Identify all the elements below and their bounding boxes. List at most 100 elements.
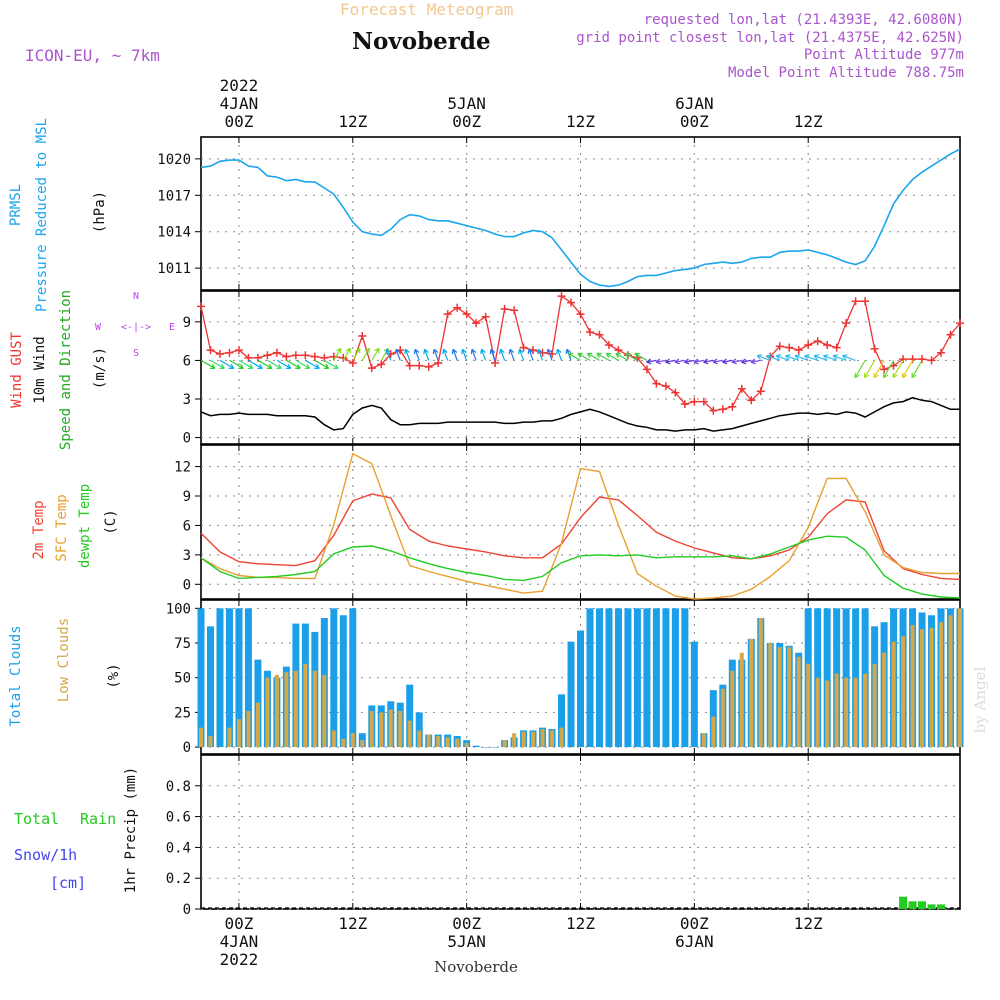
wind-direction-arrow (634, 352, 648, 361)
gust-marker (652, 379, 661, 388)
gust-marker (453, 303, 462, 312)
low-clouds-bar (265, 677, 270, 748)
total-clouds-bar (339, 615, 347, 748)
wind-direction-arrow (413, 348, 420, 361)
pressure-ytick-label: 1020 (157, 152, 191, 168)
low-clouds-bar (426, 734, 431, 748)
bottom-xtick-label: 12Z (566, 914, 595, 933)
compass-s: S (133, 348, 139, 359)
low-clouds-bar (341, 738, 346, 748)
gust-marker (842, 319, 851, 328)
low-clouds-bar (749, 638, 754, 748)
top-xtick-label: 12Z (794, 112, 823, 131)
watermark: by Angel (971, 666, 989, 733)
temp-ytick-label: 9 (183, 489, 191, 505)
gust-marker (899, 355, 908, 364)
wind-direction-arrow (489, 348, 496, 361)
wind-direction-arrow (461, 348, 468, 361)
temp-label-2: SFC Temp (54, 494, 70, 561)
wind-direction-arrow (371, 347, 380, 361)
wind-direction-arrow (684, 358, 695, 365)
wind-direction-arrow (219, 359, 235, 369)
header-model: ICON-EU, ~ 7km (25, 46, 160, 65)
total-clouds-bar (652, 608, 660, 748)
precip-label-total: Total (14, 810, 59, 828)
wind-direction-arrow (655, 358, 667, 365)
sfc-temp-line (200, 452, 960, 600)
wind-direction-arrow (385, 348, 392, 361)
gust-marker (443, 310, 452, 319)
header-gridpoint: grid point closest lon,lat (21.4375E, 42… (576, 30, 964, 46)
precip-unit: 1hr Precip (mm) (123, 767, 139, 893)
wind-direction-arrow (804, 354, 818, 361)
wind-panel-labels: Wind GUST 10m Wind Speed and Direction (… (9, 290, 175, 450)
wind-direction-arrow (741, 358, 752, 365)
wind-direction-arrow (775, 354, 790, 361)
low-clouds-bar (208, 735, 213, 748)
total-clouds-bar (197, 608, 205, 748)
low-clouds-bar (436, 735, 441, 748)
low-clouds-bar (531, 731, 536, 748)
precip-ytick-label: 0.2 (166, 871, 191, 887)
wind-direction-arrow (527, 348, 534, 361)
header-requested: requested lon,lat (21.4393E, 42.6080N) (644, 12, 964, 28)
total-clouds-bar (349, 608, 357, 748)
top-xtick-label: 2022 (220, 76, 259, 95)
wind-direction-arrow (451, 348, 458, 361)
gust-marker (358, 332, 367, 340)
wind-direction-arrow (499, 348, 506, 361)
total-clouds-bar (567, 641, 575, 748)
low-clouds-bar (284, 672, 289, 748)
wind-direction-arrow (577, 352, 591, 361)
low-clouds-bar (948, 615, 953, 748)
total-clouds-bar (662, 608, 670, 748)
wind-direction-arrow (361, 347, 370, 361)
top-xtick-label: 00Z (680, 112, 709, 131)
wind-direction-arrow (324, 359, 339, 369)
wind-direction-arrow (556, 348, 563, 361)
top-xtick-label: 00Z (224, 112, 253, 131)
gust-marker (927, 356, 936, 365)
wind-direction-arrow (722, 358, 733, 365)
wind-direction-arrow (712, 358, 723, 365)
clouds-ytick-label: 50 (174, 671, 191, 687)
wind-direction-arrow (586, 352, 600, 361)
gust-marker (680, 400, 689, 409)
rain-bar (899, 896, 908, 909)
low-clouds-bar (369, 710, 374, 748)
wind-ytick-label: 3 (183, 392, 191, 408)
wind-direction-arrow (902, 360, 914, 379)
wind-ytick-label: 0 (183, 431, 191, 447)
gust-marker (937, 348, 946, 357)
gust-marker (339, 353, 348, 362)
top-xtick-label: 12Z (338, 112, 367, 131)
gust-marker (500, 305, 509, 313)
bottom-xtick-label: 5JAN (447, 932, 486, 951)
low-clouds-bar (806, 663, 811, 748)
total-clouds-bar (415, 712, 423, 748)
gust-marker (709, 406, 718, 415)
clouds-ytick-label: 100 (166, 601, 191, 617)
wind-direction-arrow (892, 360, 904, 379)
wind-direction-arrow (470, 348, 477, 361)
bottom-xtick-label: 6JAN (675, 932, 714, 951)
gust-marker (832, 343, 841, 352)
gust-marker (823, 341, 832, 349)
wind-direction-arrow (238, 359, 254, 369)
wind-direction-arrow (508, 348, 515, 361)
wind-direction-arrow (785, 354, 799, 361)
rain-bar (937, 904, 946, 909)
total-clouds-bar (206, 626, 214, 748)
wind-direction-arrow (883, 360, 895, 379)
wind-label-1: Wind GUST (9, 332, 25, 408)
clouds-panel-labels: Total Clouds Low Clouds (%) (8, 618, 122, 727)
bottom-xtick-label: 4JAN (220, 932, 259, 951)
top-xtick-label: 12Z (566, 112, 595, 131)
gust-marker (282, 352, 291, 361)
clouds-ytick-label: 25 (174, 705, 191, 721)
total-clouds-bar (330, 608, 338, 748)
compass-e: E (169, 322, 175, 333)
wind-direction-arrow (305, 359, 320, 369)
clouds-ytick-label: 75 (174, 636, 191, 652)
wind-direction-arrow (314, 359, 330, 369)
